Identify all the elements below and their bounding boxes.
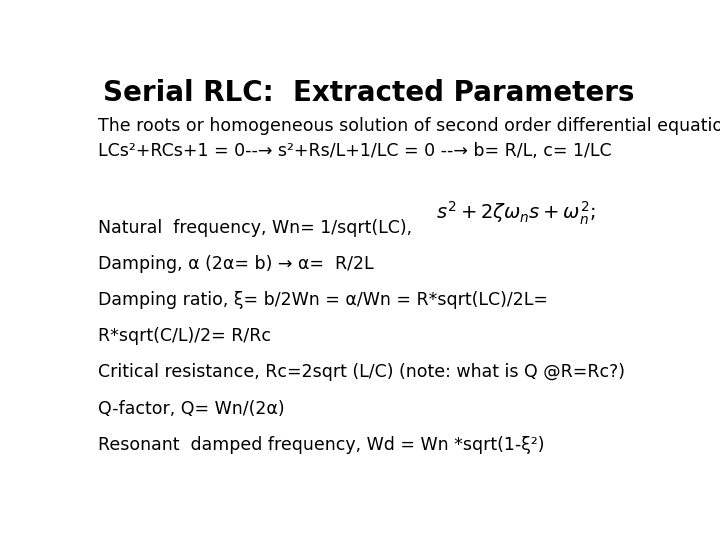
Text: Critical resistance, Rc=2sqrt (L/C) (note: what is Q @R=Rc?): Critical resistance, Rc=2sqrt (L/C) (not… (98, 363, 625, 381)
Text: Serial RLC:  Extracted Parameters: Serial RLC: Extracted Parameters (103, 79, 635, 107)
Text: Damping, α (2α= b) → α=  R/2L: Damping, α (2α= b) → α= R/2L (98, 255, 374, 273)
Text: R*sqrt(C/L)/2= R/Rc: R*sqrt(C/L)/2= R/Rc (98, 327, 271, 345)
Text: The roots or homogeneous solution of second order differential equation:: The roots or homogeneous solution of sec… (98, 117, 720, 135)
Text: Damping ratio, ξ= b/2Wn = α/Wn = R*sqrt(LC)/2L=: Damping ratio, ξ= b/2Wn = α/Wn = R*sqrt(… (98, 291, 548, 309)
Text: $s^2 + 2\zeta\omega_n s + \omega_n^2;$: $s^2 + 2\zeta\omega_n s + \omega_n^2;$ (436, 200, 595, 227)
Text: Q-factor, Q= Wn/(2α): Q-factor, Q= Wn/(2α) (98, 400, 284, 417)
Text: LCs²+RCs+1 = 0--→ s²+Rs/L+1/LC = 0 --→ b= R/L, c= 1/LC: LCs²+RCs+1 = 0--→ s²+Rs/L+1/LC = 0 --→ b… (98, 141, 611, 160)
Text: Natural  frequency, Wn= 1/sqrt(LC),: Natural frequency, Wn= 1/sqrt(LC), (98, 219, 412, 237)
Text: Resonant  damped frequency, Wd = Wn *sqrt(1-ξ²): Resonant damped frequency, Wd = Wn *sqrt… (98, 436, 544, 454)
